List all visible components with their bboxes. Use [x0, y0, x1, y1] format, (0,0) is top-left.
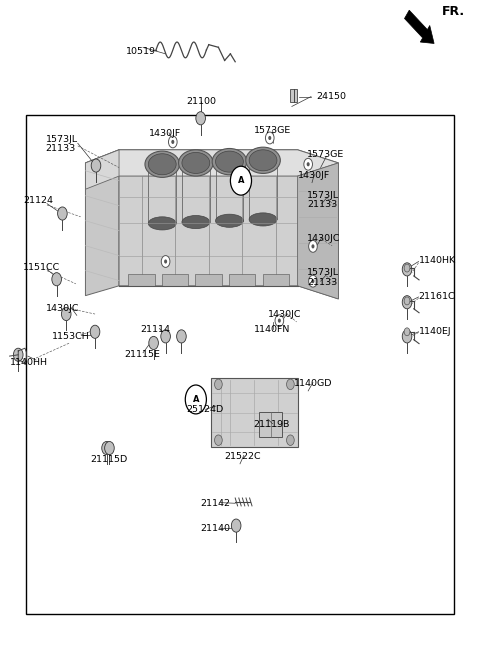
- Circle shape: [196, 112, 205, 125]
- Circle shape: [312, 279, 314, 283]
- Circle shape: [149, 336, 158, 350]
- Circle shape: [404, 264, 410, 272]
- Polygon shape: [211, 378, 298, 447]
- Polygon shape: [85, 150, 119, 189]
- Circle shape: [58, 207, 67, 220]
- Circle shape: [402, 263, 412, 276]
- Circle shape: [161, 330, 170, 343]
- Text: 10519: 10519: [126, 47, 156, 57]
- FancyBboxPatch shape: [162, 274, 188, 286]
- Text: 21119B: 21119B: [253, 420, 290, 430]
- Circle shape: [309, 275, 317, 287]
- Circle shape: [168, 136, 177, 148]
- Text: 21142: 21142: [201, 499, 231, 509]
- Circle shape: [105, 442, 114, 455]
- Bar: [26, 115, 454, 614]
- Text: 1430JF: 1430JF: [298, 171, 330, 180]
- Circle shape: [91, 159, 101, 172]
- Text: 1430JC: 1430JC: [307, 234, 341, 243]
- Circle shape: [402, 296, 412, 309]
- Ellipse shape: [182, 215, 210, 229]
- FancyBboxPatch shape: [128, 274, 155, 286]
- Circle shape: [230, 166, 252, 195]
- FancyBboxPatch shape: [290, 89, 297, 102]
- Circle shape: [161, 256, 170, 267]
- FancyBboxPatch shape: [259, 412, 282, 437]
- Text: 1140HH: 1140HH: [10, 358, 48, 367]
- Circle shape: [312, 244, 314, 248]
- Text: 1430JC: 1430JC: [46, 304, 79, 313]
- Text: 21522C: 21522C: [225, 452, 261, 461]
- Text: A: A: [238, 176, 244, 185]
- Circle shape: [287, 379, 294, 390]
- Text: 1573GE: 1573GE: [307, 150, 345, 159]
- Text: 1573JL
21133: 1573JL 21133: [307, 191, 339, 209]
- Ellipse shape: [216, 151, 243, 172]
- Circle shape: [13, 348, 23, 361]
- Ellipse shape: [148, 217, 176, 230]
- Circle shape: [268, 136, 271, 140]
- Ellipse shape: [246, 147, 280, 173]
- Ellipse shape: [249, 213, 277, 226]
- Text: FR.: FR.: [442, 5, 465, 18]
- Ellipse shape: [212, 148, 247, 175]
- FancyBboxPatch shape: [229, 274, 255, 286]
- Circle shape: [215, 379, 222, 390]
- Ellipse shape: [179, 150, 213, 176]
- Text: 21140: 21140: [201, 524, 231, 533]
- Text: 21114: 21114: [140, 325, 170, 334]
- Circle shape: [164, 260, 167, 263]
- Text: 1430JC: 1430JC: [268, 310, 301, 319]
- Circle shape: [215, 435, 222, 445]
- Ellipse shape: [216, 214, 243, 227]
- Text: 24150: 24150: [316, 92, 346, 101]
- Circle shape: [278, 319, 281, 323]
- Text: 21100: 21100: [186, 97, 216, 106]
- Circle shape: [52, 273, 61, 286]
- Circle shape: [287, 435, 294, 445]
- Circle shape: [265, 132, 274, 144]
- Circle shape: [307, 162, 310, 166]
- Ellipse shape: [249, 150, 277, 171]
- Ellipse shape: [148, 154, 176, 175]
- Text: 1573JL
21133: 1573JL 21133: [46, 135, 78, 153]
- FancyBboxPatch shape: [195, 274, 222, 286]
- Circle shape: [171, 140, 174, 144]
- Circle shape: [402, 330, 412, 343]
- Polygon shape: [85, 150, 119, 296]
- Text: 21115D: 21115D: [90, 455, 128, 464]
- Polygon shape: [119, 150, 338, 299]
- Text: 21115E: 21115E: [124, 350, 160, 359]
- FancyBboxPatch shape: [263, 274, 289, 286]
- Text: 1573GE: 1573GE: [254, 126, 292, 135]
- Text: 21124: 21124: [23, 196, 53, 205]
- Ellipse shape: [145, 151, 180, 177]
- Text: 1151CC: 1151CC: [23, 263, 60, 272]
- Text: 25124D: 25124D: [186, 405, 224, 415]
- Circle shape: [309, 240, 317, 252]
- Text: 1140GD: 1140GD: [294, 379, 332, 388]
- Polygon shape: [298, 163, 338, 299]
- Circle shape: [61, 307, 71, 321]
- Polygon shape: [405, 11, 434, 43]
- Text: 21161C: 21161C: [419, 292, 455, 301]
- Text: 1140FN: 1140FN: [253, 325, 290, 334]
- Text: 1153CH: 1153CH: [52, 332, 90, 341]
- Circle shape: [404, 328, 410, 336]
- Circle shape: [404, 297, 410, 305]
- Polygon shape: [85, 150, 338, 176]
- Circle shape: [102, 442, 111, 455]
- Circle shape: [231, 519, 241, 532]
- Text: 1140HK: 1140HK: [419, 256, 456, 265]
- Circle shape: [275, 315, 284, 327]
- Circle shape: [185, 385, 206, 414]
- Circle shape: [90, 325, 100, 338]
- Text: A: A: [192, 395, 199, 404]
- Ellipse shape: [182, 152, 210, 173]
- Text: 1573JL
21133: 1573JL 21133: [307, 268, 339, 286]
- Circle shape: [304, 158, 312, 170]
- Circle shape: [177, 330, 186, 343]
- Text: 1140EJ: 1140EJ: [419, 327, 451, 336]
- Text: 1430JF: 1430JF: [149, 129, 181, 139]
